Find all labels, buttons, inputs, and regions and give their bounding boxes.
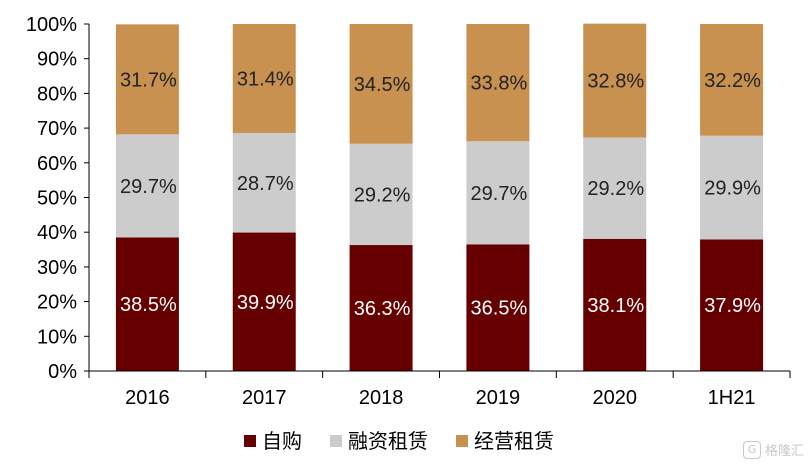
bar-1-2016 <box>115 237 179 371</box>
bar-3-2020 <box>583 23 647 138</box>
y-tick-label: 0% <box>48 361 77 383</box>
bar-2-2017 <box>232 132 296 233</box>
bar-3-2019 <box>466 24 530 142</box>
y-tick-label: 50% <box>37 188 77 210</box>
x-tick-label: 2018 <box>359 387 404 409</box>
data-label: 31.4% <box>237 68 294 90</box>
bar-2-2018 <box>349 143 413 246</box>
bar-3-2016 <box>115 24 179 135</box>
y-tick-label: 70% <box>37 118 77 140</box>
y-tick-label: 80% <box>37 83 77 105</box>
bar-3-2017 <box>232 24 296 133</box>
x-tick-label: 2019 <box>476 387 521 409</box>
watermark-logo-icon: G <box>742 440 761 459</box>
x-tick-label: 2017 <box>242 387 287 409</box>
data-label: 36.5% <box>471 298 528 320</box>
y-tick-label: 30% <box>37 257 77 279</box>
legend-swatch-3 <box>456 435 468 447</box>
data-label: 39.9% <box>237 292 294 314</box>
bar-3-2018 <box>349 24 413 144</box>
legend-label-2: 融资租赁 <box>348 429 428 453</box>
data-label: 28.7% <box>237 173 294 195</box>
data-label: 38.1% <box>587 295 644 317</box>
x-tick-label: 2016 <box>125 387 170 409</box>
data-label: 38.5% <box>120 294 177 316</box>
data-label: 34.5% <box>354 74 411 96</box>
data-label: 33.8% <box>471 73 528 95</box>
data-label: 31.7% <box>120 69 177 91</box>
bar-2-2020 <box>583 137 647 239</box>
data-label: 29.9% <box>704 178 761 200</box>
y-tick-label: 20% <box>37 292 77 314</box>
watermark-text: 格隆汇 <box>764 444 804 459</box>
data-label: 29.7% <box>471 183 528 205</box>
watermark: G 格隆汇 <box>742 440 804 459</box>
legend-label-1: 自购 <box>262 429 302 453</box>
data-label: 29.2% <box>354 184 411 206</box>
bar-1-2020 <box>583 238 647 371</box>
bar-1-2018 <box>349 245 413 371</box>
data-label: 37.9% <box>704 295 761 317</box>
bar-1-2017 <box>232 232 296 371</box>
bar-1-2019 <box>466 244 530 371</box>
bar-2-2019 <box>466 141 530 245</box>
y-tick-label: 10% <box>37 326 77 348</box>
bar-1-1H21 <box>700 239 764 371</box>
y-tick-label: 100% <box>26 14 77 36</box>
legend-swatch-1 <box>244 435 256 447</box>
data-label: 32.2% <box>704 70 761 92</box>
data-label: 29.7% <box>120 176 177 198</box>
bar-2-2016 <box>115 134 179 238</box>
y-tick-label: 60% <box>37 153 77 175</box>
x-tick-label: 1H21 <box>708 387 756 409</box>
data-label: 32.8% <box>587 71 644 93</box>
bar-2-1H21 <box>700 135 764 240</box>
legend-label-3: 经营租赁 <box>474 429 554 453</box>
y-tick-label: 90% <box>37 49 77 71</box>
y-tick-label: 40% <box>37 222 77 244</box>
bar-3-1H21 <box>700 24 764 136</box>
data-label: 29.2% <box>587 178 644 200</box>
data-label: 36.3% <box>354 298 411 320</box>
x-tick-label: 2020 <box>593 387 638 409</box>
legend-swatch-2 <box>330 435 342 447</box>
